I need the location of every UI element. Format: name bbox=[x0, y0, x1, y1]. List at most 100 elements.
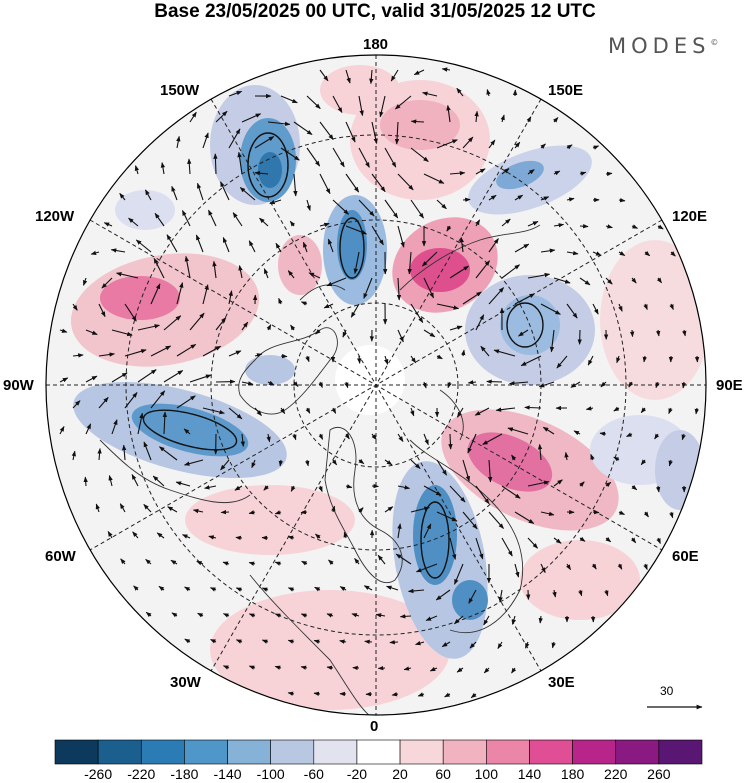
wind-vector bbox=[363, 585, 373, 591]
wind-vector bbox=[410, 459, 421, 469]
wind-vector bbox=[184, 459, 204, 466]
wind-vector bbox=[212, 260, 217, 279]
wind-vector bbox=[592, 509, 600, 515]
colorbar-swatch bbox=[615, 739, 660, 765]
wind-vector bbox=[300, 301, 308, 306]
wind-vector bbox=[287, 691, 295, 696]
wind-vector bbox=[145, 558, 152, 565]
wind-vector bbox=[579, 224, 589, 229]
wind-vector bbox=[410, 355, 417, 364]
wind-vector bbox=[184, 638, 191, 644]
wind-vector bbox=[248, 613, 256, 618]
wind-vector bbox=[306, 95, 321, 109]
wind-vector bbox=[626, 432, 633, 438]
wind-vector bbox=[171, 185, 178, 201]
wind-vector bbox=[488, 238, 499, 253]
wind-vector bbox=[222, 236, 230, 253]
wind-vector bbox=[514, 194, 524, 201]
colorbar-swatch bbox=[270, 739, 315, 765]
wind-vector bbox=[344, 433, 350, 440]
wind-vector bbox=[629, 329, 635, 338]
lon-label-180: 180 bbox=[363, 36, 389, 53]
wind-vector bbox=[248, 240, 256, 253]
wind-vector bbox=[192, 508, 204, 514]
wind-vector bbox=[605, 171, 613, 177]
wind-vector bbox=[331, 407, 337, 414]
wind-vector bbox=[228, 128, 241, 149]
wind-vector bbox=[182, 534, 191, 539]
wind-vector bbox=[566, 250, 579, 256]
wind-vector bbox=[446, 104, 451, 123]
wind-vector bbox=[482, 433, 503, 445]
wind-vector bbox=[248, 665, 256, 670]
wind-vector bbox=[305, 459, 310, 467]
wind-vector bbox=[72, 303, 78, 311]
wind-vector bbox=[467, 380, 477, 385]
wind-vector bbox=[423, 433, 429, 446]
wind-vector bbox=[488, 511, 504, 529]
wind-vector bbox=[332, 147, 345, 168]
wind-vector bbox=[441, 67, 451, 72]
wind-vector bbox=[475, 537, 484, 560]
wind-vector bbox=[605, 277, 613, 285]
wind-vector bbox=[328, 559, 334, 565]
reference-vector-label: 30 bbox=[660, 684, 674, 698]
wind-vector bbox=[520, 355, 542, 367]
wind-vector bbox=[397, 173, 414, 191]
wind-vector bbox=[280, 95, 298, 104]
wind-vector bbox=[240, 433, 246, 447]
wind-vector bbox=[289, 220, 296, 227]
wind-vector bbox=[59, 426, 65, 435]
colorbar-swatch bbox=[529, 739, 573, 765]
wind-vector bbox=[681, 381, 687, 389]
wind-vector bbox=[202, 345, 222, 357]
wind-vector bbox=[508, 381, 529, 386]
wind-vector bbox=[278, 297, 283, 305]
wind-vector bbox=[371, 121, 378, 145]
wind-vector bbox=[266, 324, 272, 331]
wind-vector bbox=[527, 221, 539, 227]
wind-vector bbox=[436, 511, 458, 522]
colorbar bbox=[54, 739, 703, 765]
wind-vector bbox=[585, 406, 594, 411]
wind-vector bbox=[144, 189, 152, 201]
wind-vector bbox=[475, 168, 486, 175]
wind-vector bbox=[578, 589, 583, 597]
wind-vector bbox=[274, 665, 282, 670]
wind-vector bbox=[618, 251, 626, 257]
wind-vectors bbox=[59, 67, 700, 699]
wind-vector bbox=[655, 381, 660, 389]
wind-vector bbox=[422, 381, 427, 389]
wind-vector bbox=[462, 459, 470, 482]
wind-vector bbox=[429, 666, 438, 672]
wind-vector bbox=[654, 433, 660, 440]
wind-vector bbox=[507, 427, 529, 435]
wind-vector bbox=[332, 95, 343, 113]
colorbar-tick-label: 260 bbox=[647, 766, 671, 782]
wind-vector bbox=[228, 90, 243, 97]
wind-vector bbox=[131, 473, 139, 487]
wind-vector bbox=[394, 121, 400, 145]
wind-vector bbox=[579, 481, 585, 487]
wind-vector bbox=[371, 173, 386, 193]
wind-vector bbox=[166, 234, 178, 253]
wind-vector bbox=[267, 380, 275, 386]
wind-vector bbox=[643, 303, 648, 311]
wind-vector bbox=[204, 485, 217, 490]
wind-vector bbox=[511, 667, 517, 674]
wind-vector bbox=[526, 116, 532, 123]
wind-vector bbox=[415, 640, 425, 646]
wind-vector bbox=[351, 613, 360, 618]
wind-vector bbox=[145, 611, 152, 618]
wind-vector bbox=[469, 641, 477, 649]
wind-vector bbox=[396, 277, 402, 301]
wind-vector bbox=[669, 303, 674, 311]
wind-vector bbox=[501, 168, 510, 175]
wind-vector bbox=[358, 458, 365, 465]
wind-vector bbox=[128, 217, 139, 227]
wind-vector bbox=[339, 586, 347, 591]
wind-vector bbox=[254, 407, 262, 416]
wind-vector bbox=[618, 197, 626, 203]
wind-vector bbox=[209, 587, 217, 592]
